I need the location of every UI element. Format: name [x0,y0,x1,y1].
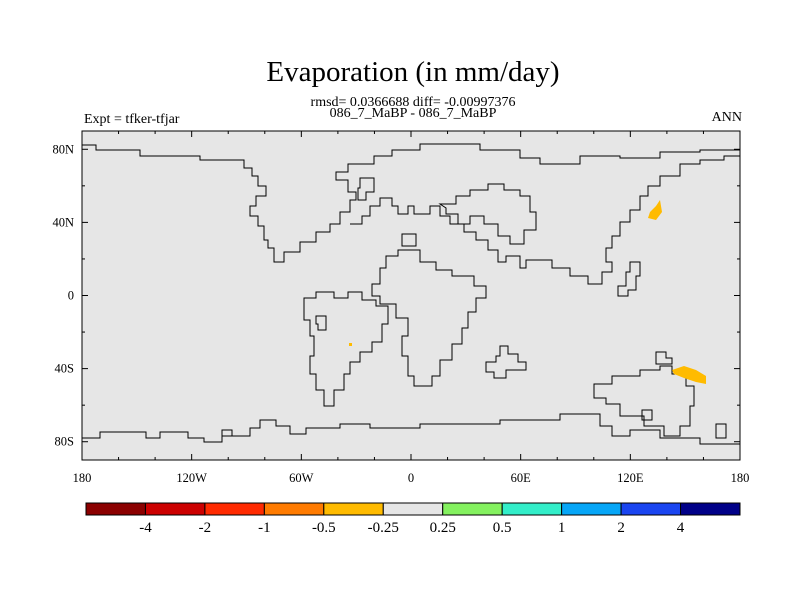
coastline-island-box [401,233,417,247]
colorbar-label: 4 [677,520,685,536]
colorbar-swatch [561,502,622,516]
map-background [82,131,740,460]
x-tick-label: 0 [408,471,414,485]
map-title: Evaporation (in mm/day) [266,56,560,88]
y-tick-label: 40N [52,215,74,229]
colorbar-label: -0.5 [312,520,336,536]
y-tick-label: 40S [55,362,75,376]
colorbar-swatch [680,502,741,516]
coastline-nz-south [715,423,727,439]
colorbar-swatch [144,502,206,516]
y-tick-label: 0 [68,289,74,303]
colorbar-label: -2 [199,520,212,536]
colorbar-label: 2 [617,520,625,536]
coastline-east-asia-islands [617,261,641,297]
colorbar-swatch [382,502,444,516]
highlight-region-east-asia [648,200,662,220]
highlight-regions [349,200,706,384]
coastline-tasmania [641,409,653,421]
colorbar-swatch [620,502,682,516]
x-tick-label: 60W [289,471,314,485]
coastlines [82,143,741,445]
x-tick-label: 120E [617,471,644,485]
axis-ticks: 180 120W 60W 0 60E 120E 180 80N 40N 0 40S 80S [52,131,749,485]
colorbar-swatch [442,502,503,516]
colorbar-swatch [204,502,265,516]
stats-subtitle: rmsd= 0.0366688 diff= -0.00997376 [310,95,516,110]
coastline-inner-sea [438,183,537,245]
coastline-eurasia-south [350,155,740,285]
colorbar-swatch [501,502,563,516]
x-tick-label: 180 [731,471,750,485]
colorbar-label: -4 [139,520,152,536]
coastline-nz-north [655,351,673,365]
coastline-africa [371,249,487,387]
coastline-south-america [303,291,389,407]
highlight-region-tasman [672,366,706,384]
experiment-label: Expt = tfker-tfjar [84,112,180,127]
x-tick-label: 180 [73,471,92,485]
colorbar-label: -1 [258,520,271,536]
coastline-australia [593,365,695,437]
y-tick-label: 80N [52,142,74,156]
colorbar-swatch [323,502,384,516]
coastline-lake [315,315,327,331]
coastline-antarctica [82,413,740,445]
coastline-madagascar [485,345,527,379]
highlight-region-south-atlantic [349,343,352,346]
colorbar: -4 -2 -1 -0.5 -0.25 0.25 0.5 1 2 4 [85,502,741,536]
colorbar-swatch [85,502,146,516]
colorbar-swatch [263,502,325,516]
coastline-antarctic-islet [221,429,233,437]
coastline-north [82,143,741,263]
colorbar-label: 1 [558,520,566,536]
colorbar-label: 0.25 [430,520,456,536]
cases-subtitle: 086_7_MaBP - 086_7_MaBP [329,106,497,121]
season-label: ANN [711,110,742,125]
x-tick-label: 60E [511,471,532,485]
x-tick-label: 120W [176,471,207,485]
colorbar-label: -0.25 [368,520,399,536]
colorbar-label: 0.5 [493,520,512,536]
coastline-small-basin [357,177,375,201]
y-tick-label: 80S [55,435,75,449]
